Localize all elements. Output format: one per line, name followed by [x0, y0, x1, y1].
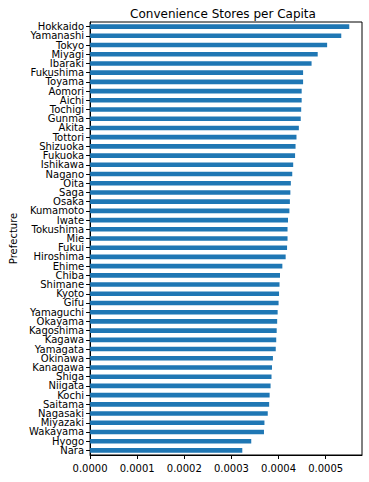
- svg-text:Ishikawa: Ishikawa: [40, 159, 85, 171]
- svg-text:Yamaguchi: Yamaguchi: [30, 306, 85, 318]
- svg-text:Tottori: Tottori: [52, 131, 85, 143]
- svg-text:Hiroshima: Hiroshima: [33, 251, 85, 263]
- svg-text:Tokyo: Tokyo: [56, 39, 85, 51]
- svg-text:Gunma: Gunma: [47, 113, 85, 125]
- svg-text:Yamanashi: Yamanashi: [30, 30, 85, 42]
- svg-text:Fukui: Fukui: [57, 242, 85, 254]
- svg-text:0.0002: 0.0002: [167, 463, 202, 474]
- svg-text:Fukuoka: Fukuoka: [42, 150, 85, 162]
- svg-text:Saga: Saga: [59, 186, 85, 198]
- svg-text:Wakayama: Wakayama: [29, 426, 85, 438]
- svg-text:Hyogo: Hyogo: [52, 435, 85, 447]
- svg-text:Miyazaki: Miyazaki: [40, 417, 85, 429]
- svg-text:Aomori: Aomori: [48, 85, 85, 97]
- svg-text:Oita: Oita: [63, 177, 85, 189]
- svg-text:Aichi: Aichi: [59, 94, 85, 106]
- svg-text:Toyama: Toyama: [45, 76, 85, 88]
- svg-text:0.0001: 0.0001: [120, 463, 155, 474]
- svg-text:Nara: Nara: [60, 444, 85, 456]
- svg-text:Ehime: Ehime: [52, 260, 85, 272]
- svg-text:Tochigi: Tochigi: [49, 104, 85, 115]
- svg-text:Kagoshima: Kagoshima: [28, 325, 85, 337]
- svg-text:Kyoto: Kyoto: [56, 288, 85, 300]
- svg-text:Kochi: Kochi: [57, 389, 85, 401]
- svg-text:Hokkaido: Hokkaido: [38, 21, 84, 32]
- svg-text:Shimane: Shimane: [40, 279, 85, 291]
- svg-text:Fukushima: Fukushima: [30, 67, 85, 79]
- svg-text:Shiga: Shiga: [56, 371, 85, 383]
- svg-text:Okayama: Okayama: [36, 315, 85, 327]
- svg-text:Kanagawa: Kanagawa: [32, 362, 85, 373]
- svg-text:0.0005: 0.0005: [308, 463, 343, 474]
- svg-text:Niigata: Niigata: [48, 380, 85, 392]
- svg-text:Miyagi: Miyagi: [51, 48, 85, 60]
- svg-text:Nagasaki: Nagasaki: [38, 408, 85, 419]
- svg-text:0.0000: 0.0000: [73, 463, 108, 474]
- svg-text:Gifu: Gifu: [63, 297, 85, 309]
- svg-text:Nagano: Nagano: [45, 168, 85, 180]
- svg-text:Ibaraki: Ibaraki: [49, 58, 85, 69]
- svg-text:Saitama: Saitama: [42, 398, 85, 410]
- svg-text:0.0004: 0.0004: [261, 463, 296, 474]
- svg-text:Okinawa: Okinawa: [40, 352, 85, 364]
- svg-text:Chiba: Chiba: [55, 269, 85, 281]
- svg-text:0.0003: 0.0003: [214, 463, 249, 474]
- svg-text:Osaka: Osaka: [53, 196, 85, 208]
- svg-text:Kagawa: Kagawa: [44, 334, 85, 346]
- svg-text:Mie: Mie: [66, 233, 85, 244]
- svg-text:Kumamoto: Kumamoto: [29, 205, 85, 217]
- svg-text:Shizuoka: Shizuoka: [39, 140, 85, 152]
- svg-text:Iwate: Iwate: [56, 214, 85, 226]
- svg-text:Convenience Stores per Capita: Convenience Stores per Capita: [130, 7, 316, 21]
- svg-text:Yamagata: Yamagata: [34, 343, 85, 355]
- svg-text:Tokushima: Tokushima: [31, 223, 85, 235]
- svg-text:Akita: Akita: [58, 122, 85, 134]
- svg-text:Prefecture: Prefecture: [8, 213, 19, 264]
